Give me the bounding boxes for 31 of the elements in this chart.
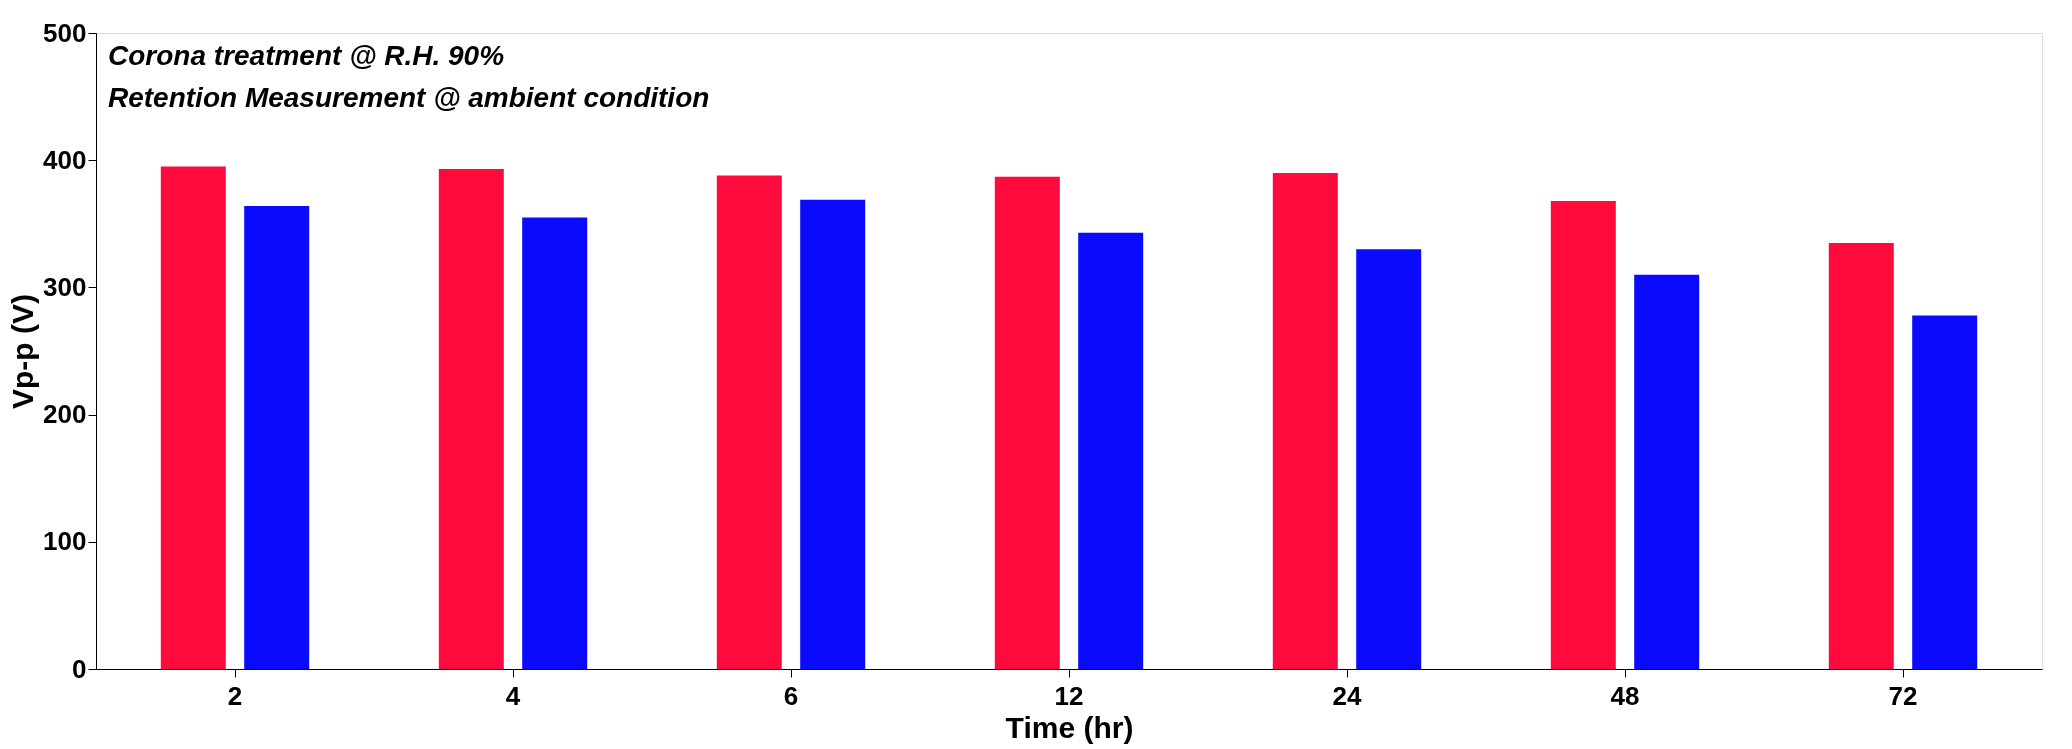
x-tick-label: 4	[505, 680, 521, 711]
bar	[1634, 274, 1700, 669]
bar	[522, 217, 588, 669]
x-tick-label: 24	[1332, 680, 1362, 711]
bar	[1272, 172, 1338, 669]
bar	[1828, 242, 1894, 669]
y-tick-label: 500	[43, 17, 87, 48]
x-tick-label: 72	[1888, 680, 1918, 711]
annotation: Retention Measurement @ ambient condition	[108, 82, 710, 113]
y-axis-title: Vp-p (V)	[6, 294, 40, 409]
x-tick-label: 48	[1610, 680, 1640, 711]
bar	[244, 205, 310, 669]
bar	[994, 176, 1060, 669]
y-tick-label: 200	[43, 399, 87, 430]
x-tick-label: 12	[1054, 680, 1084, 711]
annotation: Corona treatment @ R.H. 90%	[108, 40, 505, 71]
x-tick-label: 6	[783, 680, 799, 711]
bar	[716, 175, 782, 669]
y-tick-label: 300	[43, 271, 87, 302]
bar	[160, 166, 226, 669]
bar	[1078, 232, 1144, 669]
y-tick-label: 400	[43, 144, 87, 175]
bar	[1550, 200, 1616, 669]
y-tick-label: 100	[43, 526, 87, 557]
bar	[438, 169, 504, 669]
bar	[1912, 315, 1978, 669]
bar	[1356, 249, 1422, 669]
x-axis-title: Time (hr)	[1005, 710, 1134, 744]
x-tick-label: 2	[227, 680, 243, 711]
bar	[800, 199, 866, 669]
y-tick-label: 0	[72, 653, 87, 684]
